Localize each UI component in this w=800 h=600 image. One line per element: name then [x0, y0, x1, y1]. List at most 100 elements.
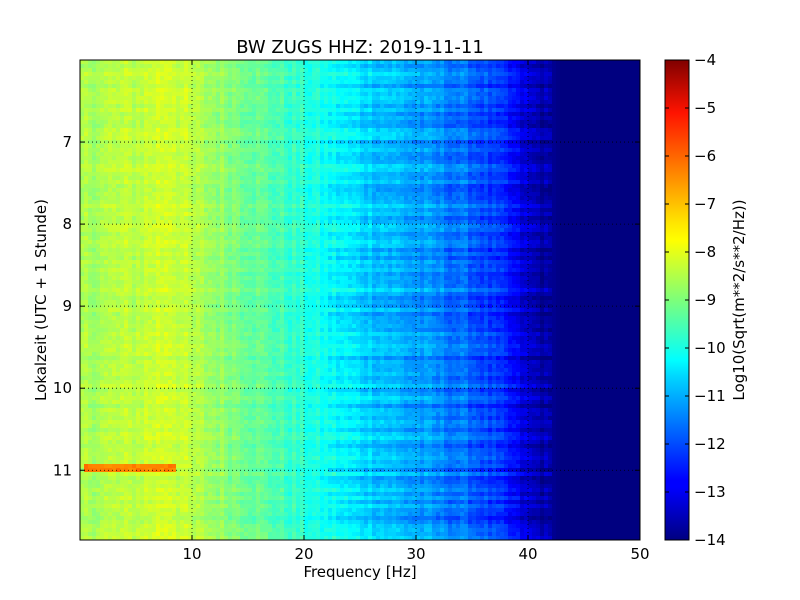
heatmap-cell: [452, 72, 457, 77]
heatmap-cell: [412, 140, 417, 145]
heatmap-cell: [488, 160, 493, 165]
heatmap-cell: [512, 124, 517, 129]
heatmap-cell: [336, 60, 341, 65]
heatmap-cell: [308, 92, 313, 97]
heatmap-cell: [464, 148, 469, 153]
heatmap-cell: [516, 156, 521, 161]
heatmap-cell: [572, 124, 577, 129]
heatmap-cell: [384, 196, 389, 201]
heatmap-cell: [456, 120, 461, 125]
heatmap-cell: [360, 128, 365, 133]
heatmap-cell: [160, 160, 165, 165]
heatmap-cell: [192, 160, 197, 165]
heatmap-cell: [224, 192, 229, 197]
heatmap-cell: [92, 148, 97, 153]
heatmap-cell: [564, 92, 569, 97]
heatmap-cell: [496, 112, 501, 117]
heatmap-cell: [548, 140, 553, 145]
heatmap-cell: [480, 192, 485, 197]
heatmap-cell: [264, 72, 269, 77]
heatmap-cell: [468, 192, 473, 197]
heatmap-cell: [600, 100, 605, 105]
heatmap-cell: [360, 80, 365, 85]
heatmap-cell: [264, 140, 269, 145]
heatmap-cell: [168, 72, 173, 77]
heatmap-cell: [240, 76, 245, 81]
heatmap-cell: [252, 136, 257, 141]
heatmap-cell: [188, 156, 193, 161]
heatmap-cell: [472, 192, 477, 197]
heatmap-cell: [568, 96, 573, 101]
heatmap-cell: [252, 60, 257, 65]
heatmap-cell: [136, 84, 141, 89]
heatmap-cell: [84, 156, 89, 161]
heatmap-cell: [348, 172, 353, 177]
heatmap-cell: [456, 108, 461, 113]
heatmap-cell: [324, 140, 329, 145]
heatmap-cell: [108, 152, 113, 157]
heatmap-cell: [280, 140, 285, 145]
heatmap-cell: [540, 188, 545, 193]
heatmap-cell: [112, 80, 117, 85]
heatmap-cell: [388, 152, 393, 157]
heatmap-cell: [492, 60, 497, 65]
heatmap-cell: [344, 136, 349, 141]
heatmap-cell: [320, 60, 325, 65]
heatmap-cell: [484, 92, 489, 97]
heatmap-cell: [524, 108, 529, 113]
heatmap-cell: [300, 184, 305, 189]
heatmap-cell: [584, 100, 589, 105]
heatmap-cell: [324, 148, 329, 153]
heatmap-cell: [416, 76, 421, 81]
heatmap-cell: [276, 76, 281, 81]
heatmap-cell: [220, 112, 225, 117]
heatmap-cell: [604, 116, 609, 121]
heatmap-cell: [556, 152, 561, 157]
heatmap-cell: [420, 148, 425, 153]
heatmap-cell: [116, 200, 121, 205]
heatmap-cell: [552, 144, 557, 149]
heatmap-cell: [128, 164, 133, 169]
heatmap-cell: [292, 76, 297, 81]
heatmap-cell: [580, 96, 585, 101]
heatmap-cell: [196, 100, 201, 105]
heatmap-cell: [140, 148, 145, 153]
heatmap-cell: [416, 200, 421, 205]
heatmap-cell: [220, 160, 225, 165]
heatmap-cell: [292, 96, 297, 101]
heatmap-cell: [200, 120, 205, 125]
heatmap-cell: [168, 196, 173, 201]
heatmap-cell: [468, 112, 473, 117]
heatmap-cell: [532, 88, 537, 93]
heatmap-cell: [520, 100, 525, 105]
heatmap-cell: [348, 196, 353, 201]
heatmap-cell: [608, 136, 613, 141]
heatmap-cell: [404, 172, 409, 177]
heatmap-cell: [392, 152, 397, 157]
heatmap-cell: [172, 104, 177, 109]
heatmap-cell: [348, 68, 353, 73]
heatmap-cell: [204, 96, 209, 101]
heatmap-cell: [300, 160, 305, 165]
heatmap-cell: [244, 112, 249, 117]
heatmap-cell: [296, 64, 301, 69]
heatmap-cell: [196, 64, 201, 69]
heatmap-cell: [96, 80, 101, 85]
heatmap-cell: [228, 156, 233, 161]
heatmap-cell: [600, 80, 605, 85]
heatmap-cell: [452, 160, 457, 165]
heatmap-cell: [208, 72, 213, 77]
heatmap-cell: [476, 100, 481, 105]
heatmap-cell: [144, 144, 149, 149]
heatmap-cell: [272, 148, 277, 153]
heatmap-cell: [332, 100, 337, 105]
heatmap-cell: [188, 136, 193, 141]
heatmap-cell: [296, 108, 301, 113]
heatmap-cell: [340, 84, 345, 89]
heatmap-cell: [292, 184, 297, 189]
heatmap-cell: [424, 112, 429, 117]
heatmap-cell: [144, 164, 149, 169]
heatmap-cell: [592, 72, 597, 77]
heatmap-cell: [356, 60, 361, 65]
heatmap-cell: [216, 152, 221, 157]
